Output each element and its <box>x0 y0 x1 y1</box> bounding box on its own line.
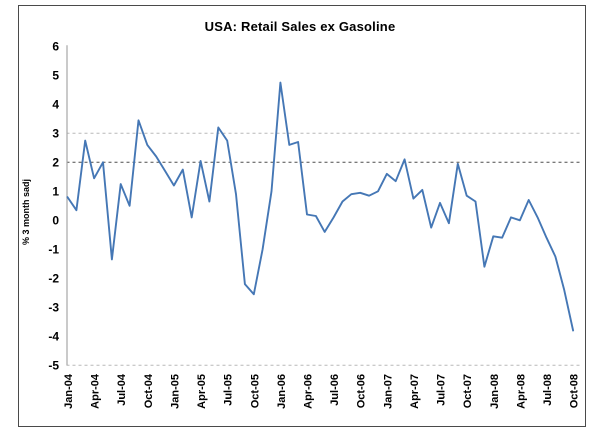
x-tick-label: Jul-06 <box>329 374 341 406</box>
x-tick-label: Jan-04 <box>63 373 75 409</box>
x-tick-label: Oct-04 <box>143 373 155 408</box>
x-tick-label: Oct-08 <box>569 374 581 408</box>
y-tick-label: 3 <box>52 126 59 140</box>
x-tick-label: Jul-07 <box>436 374 448 406</box>
y-tick-label: 1 <box>52 184 59 198</box>
x-tick-label: Apr-07 <box>409 374 421 409</box>
x-tick-label: Jul-05 <box>223 374 235 406</box>
y-tick-label: -2 <box>48 271 59 285</box>
x-tick-label: Apr-08 <box>515 374 527 409</box>
data-line-retail-sales-ex-gasoline <box>66 81 575 332</box>
y-tick-label: -1 <box>48 242 59 256</box>
x-tick-label: Jan-07 <box>382 374 394 409</box>
y-tick-label: 5 <box>52 68 59 82</box>
y-tick-label: -4 <box>48 329 59 343</box>
y-tick-label: 0 <box>52 213 59 227</box>
y-tick-label: 4 <box>52 97 59 111</box>
x-tick-label: Apr-06 <box>302 374 314 409</box>
y-tick-label: 6 <box>52 39 59 53</box>
x-tick-label: Apr-05 <box>196 374 208 409</box>
y-tick-label: 2 <box>52 155 59 169</box>
x-tick-label: Oct-06 <box>356 374 368 408</box>
x-tick-label: Oct-07 <box>462 374 474 408</box>
x-tick-label: Jul-04 <box>116 373 128 406</box>
chart-title: USA: Retail Sales ex Gasoline <box>204 19 396 34</box>
x-tick-label: Jan-06 <box>276 374 288 409</box>
x-tick-label: Oct-05 <box>249 374 261 408</box>
x-tick-label: Jan-05 <box>169 374 181 409</box>
x-tick-label: Jul-08 <box>542 374 554 406</box>
y-tick-label: -3 <box>48 300 59 314</box>
x-tick-label: Jan-08 <box>489 374 501 409</box>
chart-border <box>18 5 586 427</box>
x-tick-label: Apr-04 <box>90 373 102 409</box>
y-tick-label: -5 <box>48 358 59 372</box>
